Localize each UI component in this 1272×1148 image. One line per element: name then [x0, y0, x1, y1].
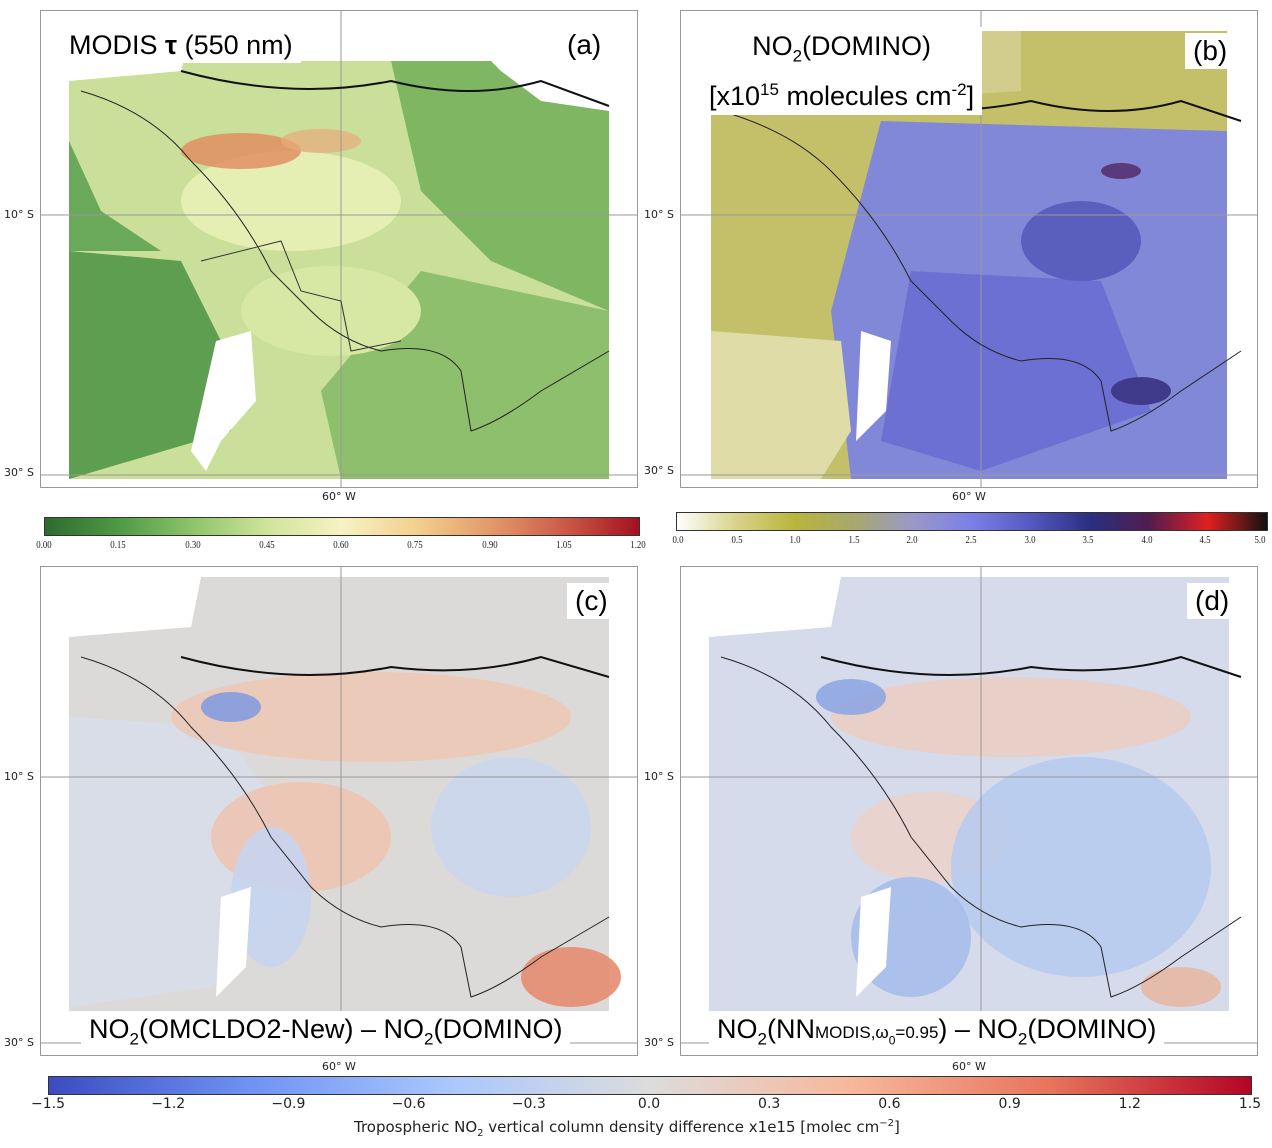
letter-c: (c)	[567, 583, 616, 619]
colorbar-tick-label: 0.30	[184, 539, 201, 551]
lat-label-c-30: 30° S	[4, 1036, 34, 1049]
colorbar-diff-title: Tropospheric NO2 vertical column density…	[354, 1118, 900, 1139]
colorbar-tick-label: 0.5	[731, 534, 743, 546]
colorbar-tick-label: 0.60	[333, 539, 349, 551]
panel-c: (c) NO2(OMCLDO2-New) – NO2(DOMINO)	[40, 566, 638, 1056]
colorbar-tick-label: 2.5	[965, 534, 977, 546]
colorbar-tick-label: 0.90	[481, 539, 498, 551]
colorbar-tick-label: 4.5	[1199, 534, 1211, 546]
colorbar-tick-label: −1.2	[151, 1096, 186, 1112]
colorbar-diff	[48, 1076, 1252, 1095]
colorbar-tick-label: 0.75	[407, 539, 423, 551]
lat-label-a-30: 30° S	[4, 466, 34, 479]
letter-b: (b)	[1185, 33, 1236, 69]
title-b: NO2(DOMINO) [x1015 molecules cm-2]	[701, 27, 983, 116]
colorbar-tick-label: −0.6	[391, 1096, 426, 1112]
lon-label-a: 60° W	[322, 490, 356, 503]
lat-label-c-10: 10° S	[4, 770, 34, 783]
colorbar-tick-label: 0.9	[998, 1096, 1021, 1112]
title-a: MODIS τ (550 nm)	[61, 27, 301, 63]
colorbar-tick-label: 0.15	[110, 539, 126, 551]
map-c	[41, 567, 637, 1055]
lat-label-b-30: 30° S	[644, 464, 674, 477]
map-a	[41, 11, 637, 487]
colorbar-tick-label: 0.00	[36, 539, 52, 551]
lon-label-b: 60° W	[952, 490, 986, 503]
colorbar-a	[44, 517, 640, 536]
colorbar-b	[676, 512, 1268, 531]
colorbar-tick-label: 1.5	[848, 534, 860, 546]
colorbar-tick-label: 1.5	[1238, 1096, 1262, 1112]
lon-label-c: 60° W	[322, 1060, 356, 1073]
panel-a: MODIS τ (550 nm) (a)	[40, 10, 638, 488]
lon-label-d: 60° W	[952, 1060, 986, 1073]
panel-d: (d) NO2(NNMODIS,ω0=0.95) – NO2(DOMINO)	[680, 566, 1258, 1056]
colorbar-tick-label: 0.3	[758, 1096, 781, 1112]
colorbar-tick-label: 1.0	[789, 534, 801, 546]
lat-label-d-10: 10° S	[644, 770, 674, 783]
colorbar-tick-label: 0.0	[637, 1096, 661, 1112]
letter-a: (a)	[559, 27, 610, 63]
map-d	[681, 567, 1257, 1055]
colorbar-tick-label: −0.9	[271, 1096, 306, 1112]
caption-c: NO2(OMCLDO2-New) – NO2(DOMINO)	[81, 1011, 571, 1055]
colorbar-tick-label: 1.20	[630, 539, 646, 551]
caption-d: NO2(NNMODIS,ω0=0.95) – NO2(DOMINO)	[709, 1011, 1165, 1055]
colorbar-tick-label: 5.0	[1254, 534, 1266, 546]
colorbar-tick-label: 3.0	[1024, 534, 1036, 546]
colorbar-tick-label: 2.0	[906, 534, 918, 546]
colorbar-tick-label: −1.5	[31, 1096, 65, 1112]
colorbar-tick-label: 0.45	[259, 539, 275, 551]
lat-label-b-10: 10° S	[644, 208, 674, 221]
colorbar-tick-label: 1.2	[1118, 1096, 1141, 1112]
lat-label-a-10: 10° S	[4, 208, 34, 221]
lat-label-d-30: 30° S	[644, 1036, 674, 1049]
colorbar-tick-label: −0.3	[511, 1096, 546, 1112]
letter-d: (d)	[1187, 583, 1238, 619]
colorbar-tick-label: 4.0	[1141, 534, 1153, 546]
colorbar-tick-label: 0.6	[878, 1096, 901, 1112]
panel-b: NO2(DOMINO) [x1015 molecules cm-2] (b)	[680, 10, 1258, 488]
colorbar-tick-label: 1.05	[556, 539, 572, 551]
colorbar-tick-label: 3.5	[1082, 534, 1094, 546]
colorbar-tick-label: 0.0	[672, 534, 684, 546]
